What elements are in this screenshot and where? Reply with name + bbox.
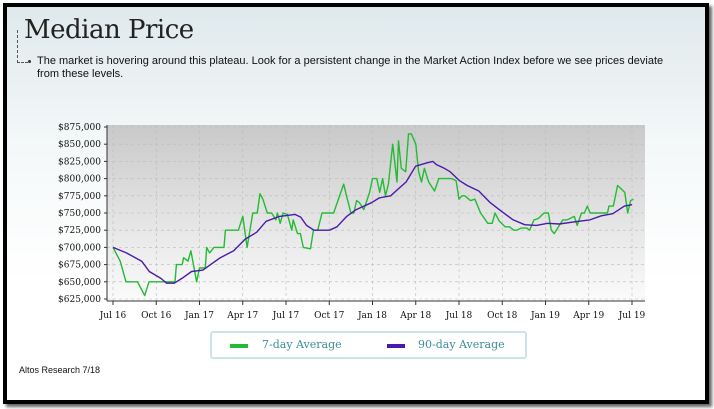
- x-tick-label: Oct 17: [314, 311, 345, 321]
- x-tick-label: Apr 17: [226, 311, 258, 321]
- plot-area: [107, 125, 645, 301]
- y-tick-label: $725,000: [58, 226, 101, 236]
- legend-swatch-7day: [230, 344, 248, 348]
- y-tick-label: $825,000: [58, 157, 101, 167]
- x-tick-label: Oct 18: [487, 311, 518, 321]
- x-tick-label: Oct 16: [141, 311, 172, 321]
- y-tick-label: $850,000: [58, 140, 101, 150]
- legend-label-90day: 90-day Average: [418, 338, 505, 351]
- y-tick-label: $775,000: [58, 192, 101, 202]
- bullet-icon: [28, 60, 31, 63]
- legend-label-7day: 7-day Average: [262, 338, 342, 351]
- chart-legend: 7-day Average 90-day Average: [210, 331, 527, 359]
- x-tick-label: Jul 18: [445, 311, 473, 321]
- series-line-90day-average: [112, 160, 633, 284]
- y-tick-label: $800,000: [58, 175, 101, 185]
- y-tick-label: $875,000: [58, 123, 101, 133]
- x-tick-label: Jan 18: [357, 311, 387, 321]
- y-tick-label: $750,000: [58, 209, 101, 219]
- x-tick-label: Apr 18: [399, 311, 431, 321]
- description: The market is hovering around this plate…: [37, 55, 664, 80]
- x-tick-label: Jul 19: [618, 311, 646, 321]
- y-tick-label: $650,000: [58, 278, 101, 288]
- legend-swatch-90day: [387, 344, 405, 348]
- x-tick-label: Jul 17: [272, 311, 300, 321]
- x-tick-label: Jan 17: [184, 311, 214, 321]
- x-tick-label: Apr 19: [572, 311, 604, 321]
- y-tick-label: $675,000: [58, 261, 101, 271]
- title-bracket-decoration: [17, 30, 28, 63]
- page-title: Median Price: [24, 15, 194, 45]
- y-tick-label: $625,000: [58, 295, 101, 305]
- series-line-7day-average: [112, 133, 634, 297]
- source-footer: Altos Research 7/18: [19, 365, 101, 375]
- x-tick-label: Jan 19: [530, 311, 560, 321]
- y-tick-label: $700,000: [58, 243, 101, 253]
- x-tick-label: Jul 16: [99, 311, 127, 321]
